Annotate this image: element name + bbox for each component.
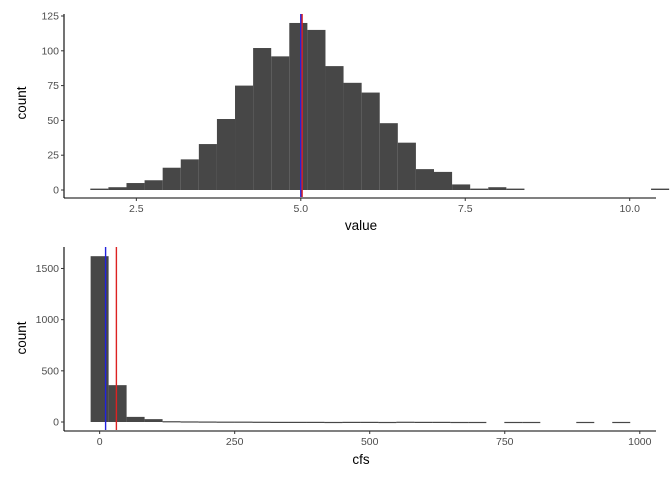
histogram-bar bbox=[450, 421, 469, 424]
histogram-bar bbox=[361, 92, 380, 190]
histogram-bar bbox=[379, 123, 398, 190]
x-axis-title: cfs bbox=[352, 452, 370, 467]
y-tick-label: 0 bbox=[53, 185, 59, 197]
histogram-bar bbox=[470, 188, 489, 190]
y-tick-label: 125 bbox=[41, 11, 59, 23]
y-tick-label: 1500 bbox=[36, 263, 60, 275]
reference-lines bbox=[300, 14, 303, 197]
x-tick-label: 2.5 bbox=[129, 203, 144, 215]
histogram-bar bbox=[144, 419, 163, 422]
histogram-bar bbox=[289, 22, 308, 191]
histogram-bar bbox=[612, 421, 631, 424]
histogram-bar bbox=[396, 421, 415, 423]
y-axis: 0 25 50 75 100 125 bbox=[41, 11, 65, 198]
x-tick-label: 0 bbox=[97, 436, 103, 448]
y-axis-title: count bbox=[14, 321, 29, 354]
histogram-bar bbox=[271, 56, 290, 191]
x-tick-label: 1000 bbox=[628, 436, 652, 448]
histogram-bar bbox=[651, 188, 670, 190]
histogram-bar bbox=[235, 85, 254, 190]
histogram-bar bbox=[343, 82, 362, 190]
y-tick-label: 50 bbox=[47, 115, 59, 127]
histogram-bar bbox=[198, 144, 217, 190]
y-tick-label: 500 bbox=[41, 365, 59, 377]
y-tick-label: 0 bbox=[53, 417, 59, 429]
histogram-bar bbox=[126, 416, 145, 422]
y-tick-label: 1000 bbox=[36, 314, 60, 326]
histogram-bar bbox=[360, 421, 379, 423]
histogram-bar bbox=[180, 421, 199, 423]
histogram-bar bbox=[452, 184, 471, 190]
histogram-bar bbox=[198, 421, 217, 423]
histogram-bar bbox=[504, 421, 523, 424]
y-axis: 0 500 1000 1500 bbox=[36, 247, 65, 431]
x-axis-title: value bbox=[345, 218, 377, 233]
histogram-bar bbox=[252, 421, 271, 423]
histogram-bar bbox=[108, 187, 127, 190]
x-tick-label: 10.0 bbox=[619, 203, 640, 215]
histogram-bar bbox=[108, 385, 127, 422]
histogram-bar bbox=[506, 188, 525, 190]
y-tick-label: 100 bbox=[41, 45, 59, 57]
histogram-bar bbox=[488, 187, 507, 190]
y-axis-title: count bbox=[14, 86, 29, 119]
histogram-bar bbox=[234, 421, 253, 423]
y-tick-label: 75 bbox=[47, 80, 59, 92]
histogram-bars bbox=[90, 256, 631, 424]
histogram-bar bbox=[216, 421, 235, 423]
histogram-bar bbox=[414, 421, 433, 423]
x-tick-label: 250 bbox=[226, 436, 244, 448]
histogram-bar bbox=[522, 421, 541, 424]
histogram-bar bbox=[324, 421, 343, 424]
histogram-bar bbox=[325, 66, 344, 190]
histogram-bar bbox=[90, 256, 109, 422]
histogram-bar bbox=[288, 421, 307, 423]
histogram-bar bbox=[253, 48, 272, 191]
histogram-bar bbox=[126, 183, 145, 190]
histogram-bar bbox=[378, 421, 397, 424]
histogram-panel-cfs: 0 500 1000 1500 0 250 500 750 1000 cfs count bbox=[14, 247, 656, 467]
histogram-bar bbox=[432, 421, 451, 423]
x-axis: 0 250 500 750 1000 bbox=[64, 430, 656, 448]
histogram-bar bbox=[144, 180, 163, 190]
x-tick-label: 750 bbox=[496, 436, 514, 448]
x-tick-label: 5.0 bbox=[293, 203, 308, 215]
x-tick-label: 500 bbox=[361, 436, 379, 448]
histogram-bar bbox=[162, 167, 181, 190]
reference-lines bbox=[104, 247, 118, 430]
histogram-bar bbox=[342, 421, 361, 423]
histogram-bar bbox=[306, 421, 325, 423]
histogram-bar bbox=[90, 188, 109, 190]
histogram-bar bbox=[576, 421, 595, 424]
histogram-bar bbox=[162, 421, 181, 423]
histogram-bar bbox=[415, 169, 434, 190]
histogram-bar bbox=[270, 421, 289, 423]
x-tick-label: 7.5 bbox=[458, 203, 473, 215]
y-tick-label: 25 bbox=[47, 150, 59, 162]
histogram-bar bbox=[307, 29, 326, 191]
histogram-bar bbox=[434, 171, 453, 190]
histogram-bar bbox=[216, 119, 236, 190]
histogram-bar bbox=[180, 159, 199, 190]
histogram-bar bbox=[468, 421, 487, 424]
x-axis: 2.5 5.0 7.5 10.0 bbox=[64, 197, 656, 215]
histogram-bars bbox=[90, 22, 670, 191]
histogram-bar bbox=[397, 142, 416, 190]
histogram-panel-value: 0 25 50 75 100 125 2.5 5.0 7.5 10.0 value count bbox=[14, 11, 670, 233]
